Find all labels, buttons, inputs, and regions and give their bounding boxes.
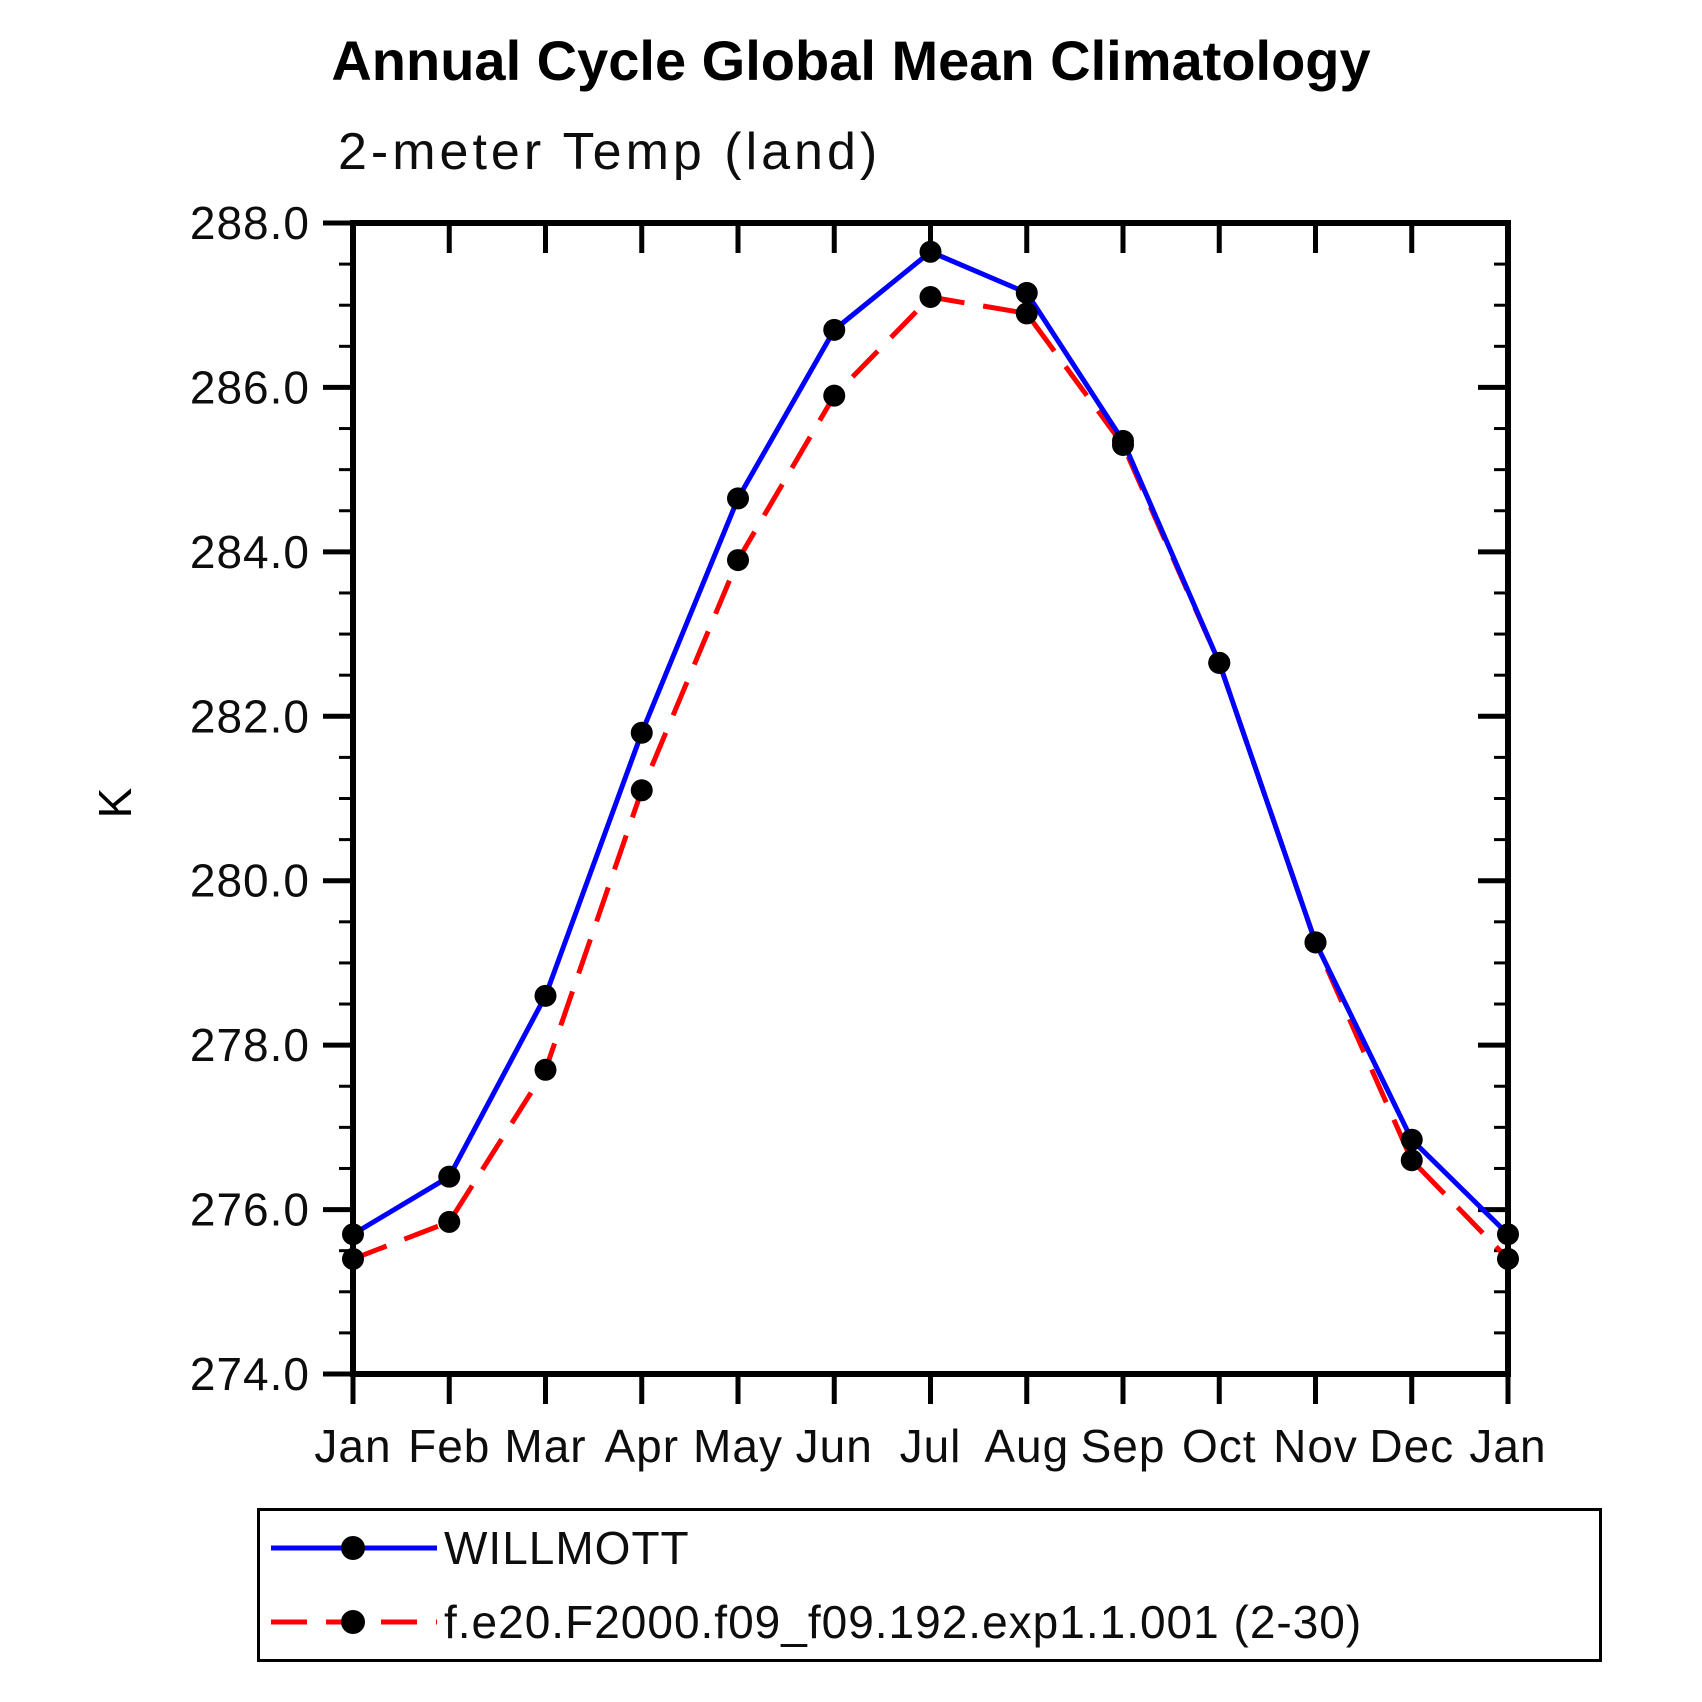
data-point-marker [630, 779, 653, 802]
x-tick-label: Jan [1469, 1420, 1546, 1472]
data-point-marker [1304, 931, 1327, 954]
data-point-marker [630, 721, 653, 744]
x-tick-label: Jun [796, 1420, 873, 1472]
y-tick-label: 276.0 [190, 1184, 310, 1236]
data-point-marker [438, 1210, 461, 1233]
data-point-marker [1497, 1247, 1519, 1270]
data-point-marker [1112, 433, 1134, 456]
data-point-marker [438, 1165, 461, 1188]
y-tick-label: 280.0 [190, 855, 310, 907]
chart-title: Annual Cycle Global Mean Climatology [331, 29, 1371, 92]
x-tick-label: Apr [604, 1420, 679, 1472]
data-point-marker [727, 549, 749, 572]
legend-line-sample-1 [271, 1610, 437, 1634]
y-tick-label: 284.0 [190, 526, 310, 578]
data-point-marker [919, 285, 942, 308]
x-tick-label: Jul [900, 1420, 962, 1472]
data-point-marker [534, 984, 557, 1007]
series-line-willmott [351, 249, 1510, 1237]
data-point-marker [823, 318, 846, 341]
data-point-marker [1497, 1223, 1519, 1246]
data-point-marker [534, 1058, 557, 1081]
y-tick-label: 286.0 [190, 361, 310, 413]
y-tick-label: 274.0 [190, 1348, 310, 1400]
y-tick-label: 278.0 [190, 1019, 310, 1071]
x-tick-label: Aug [984, 1420, 1069, 1472]
data-point-marker [1400, 1128, 1423, 1151]
data-point-marker [342, 1223, 364, 1246]
data-point-marker [1015, 281, 1038, 304]
x-tick-label: Mar [504, 1420, 586, 1472]
series-line-model [352, 294, 1510, 1262]
x-tick-label: Oct [1182, 1420, 1257, 1472]
x-tick-label: Jan [314, 1420, 391, 1472]
y-tick-label: 288.0 [190, 197, 310, 249]
data-point-marker [727, 487, 749, 510]
data-point-marker [1208, 651, 1231, 674]
x-tick-label: Dec [1369, 1420, 1454, 1472]
data-point-marker [919, 240, 942, 263]
x-tick-label: Feb [408, 1420, 490, 1472]
legend-box: WILLMOTT f.e20.F2000.f09_f09.192.exp1.1.… [257, 1508, 1602, 1662]
data-point-marker [1015, 302, 1038, 325]
legend-label-1: f.e20.F2000.f09_f09.192.exp1.1.001 (2-30… [444, 1596, 1363, 1648]
y-tick-label: 282.0 [190, 690, 310, 742]
data-point-marker [1400, 1149, 1423, 1172]
chart-subtitle: 2-meter Temp (land) [338, 123, 882, 181]
legend-item-model: f.e20.F2000.f09_f09.192.exp1.1.001 (2-30… [260, 1591, 1599, 1653]
x-tick-label: May [693, 1420, 783, 1472]
legend-line-sample-0 [271, 1536, 437, 1560]
legend-label-0: WILLMOTT [444, 1522, 690, 1574]
x-tick-label: Sep [1081, 1420, 1166, 1472]
legend-item-willmott: WILLMOTT [260, 1517, 1599, 1579]
data-point-marker [823, 384, 846, 407]
x-tick-label: Nov [1273, 1420, 1358, 1472]
data-point-marker [342, 1247, 364, 1270]
